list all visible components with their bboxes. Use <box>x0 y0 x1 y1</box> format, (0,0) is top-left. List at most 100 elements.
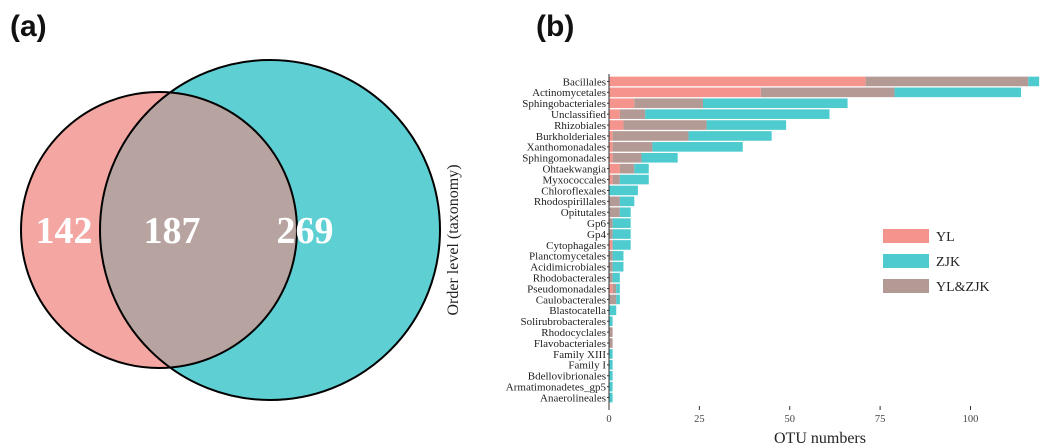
bar-pseudomonadales-yl <box>609 283 613 294</box>
venn-diagram: 142 187 269 <box>20 59 441 401</box>
bar-xanthomonadales-yl <box>609 142 613 152</box>
bar-myxococcales-yl-zjk <box>612 174 620 185</box>
panel-label-b: (b) <box>536 10 575 43</box>
bar-family-i-zjk <box>609 360 613 370</box>
bar-pseudomonadales-yl-zjk <box>612 283 617 294</box>
bar-unclassified-yl-zjk <box>619 109 646 119</box>
bar-solirubrobacterales-zjk <box>609 316 613 327</box>
category-label-rhodocyclales: Rhodocyclales <box>541 327 606 339</box>
category-label-myxococcales: Myxococcales <box>542 174 606 186</box>
category-label-xanthomonadales: Xanthomonadales <box>527 142 606 154</box>
bar-gp6-zjk <box>612 218 631 228</box>
y-axis-title: Order level (taxonomy) <box>445 164 462 315</box>
x-tick-label-50: 50 <box>784 414 795 425</box>
category-label-unclassified: Unclassified <box>551 109 606 121</box>
bar-pseudomonadales-zjk <box>616 283 620 294</box>
bar-sphingobacteriales-zjk <box>702 98 848 109</box>
bar-rhodobacterales-zjk <box>612 272 620 283</box>
bar-cytophagales-yl <box>609 240 613 250</box>
bar-rhodobacterales-yl-zjk <box>609 272 613 283</box>
bar-ohtaekwangia-yl <box>609 163 620 174</box>
bar-unclassified-yl <box>609 109 620 119</box>
category-label-gp4: Gp4 <box>587 229 606 241</box>
bar-myxococcales-zjk <box>619 174 649 185</box>
bar-flavobacteriales-yl-zjk <box>609 338 613 348</box>
category-label-rhodospirillales: Rhodospirillales <box>534 196 606 208</box>
venn-overlap-count: 187 <box>144 210 201 252</box>
category-label-bdellovibrionales: Bdellovibrionales <box>528 371 606 383</box>
bar-armatimonadetes-gp5-zjk <box>609 381 613 392</box>
x-tick-label-100: 100 <box>963 414 979 425</box>
category-label-armatimonadetes-gp5: Armatimonadetes_gp5 <box>506 381 607 393</box>
panel-label-a: (a) <box>10 10 47 43</box>
bar-ohtaekwangia-yl-zjk <box>619 163 635 174</box>
category-label-opitutales: Opitutales <box>561 207 606 219</box>
bar-gp6-yl-zjk <box>609 218 613 228</box>
venn-circle-yl-outline <box>20 91 298 369</box>
bar-opitutales-yl-zjk <box>609 207 620 218</box>
bar-burkholderiales-zjk <box>688 131 772 141</box>
category-label-cytophagales: Cytophagales <box>546 240 606 252</box>
bar-bacillales-zjk <box>1028 76 1040 87</box>
category-label-actinomycetales: Actinomycetales <box>532 87 606 99</box>
bar-rhizobiales-yl-zjk <box>623 120 707 130</box>
bar-rhodocyclales-yl-zjk <box>609 327 613 337</box>
bar-sphingomonadales-zjk <box>641 152 678 163</box>
bar-sphingomonadales-yl-zjk <box>612 152 642 163</box>
bar-unclassified-zjk <box>645 109 830 119</box>
legend-label-yl: YL <box>936 230 955 245</box>
x-tick-label-0: 0 <box>606 414 611 425</box>
bar-myxococcales-yl <box>609 174 613 185</box>
category-label-solirubrobacterales: Solirubrobacterales <box>520 316 606 328</box>
bar-planctomycetales-zjk <box>612 251 624 261</box>
x-axis-title: OTU numbers <box>774 430 866 446</box>
x-tick-label-75: 75 <box>875 414 886 425</box>
bar-gp4-zjk <box>612 229 631 239</box>
bar-chart: BacillalesActinomycetalesSphingobacteria… <box>445 74 1040 446</box>
bar-actinomycetales-zjk <box>894 87 1022 98</box>
venn-circle-zjk-outline <box>99 59 441 401</box>
bar-sphingomonadales-yl <box>609 152 613 163</box>
category-label-burkholderiales: Burkholderiales <box>536 131 606 143</box>
bar-actinomycetales-yl-zjk <box>760 87 895 98</box>
category-label-planctomycetales: Planctomycetales <box>529 251 606 263</box>
bar-chloroflexales-zjk <box>609 185 638 196</box>
legend-swatch-yl-zjk <box>883 279 929 293</box>
bar-actinomycetales-yl <box>609 87 761 98</box>
bar-ohtaekwangia-zjk <box>634 163 649 174</box>
category-label-ohtaekwangia: Ohtaekwangia <box>542 163 606 175</box>
category-label-rhodobacterales: Rhodobacterales <box>533 272 606 284</box>
category-label-pseudomonadales: Pseudomonadales <box>527 283 606 295</box>
bar-opitutales-zjk <box>619 207 631 218</box>
bar-xanthomonadales-yl-zjk <box>612 142 653 152</box>
venn-right-only-count: 269 <box>277 210 334 252</box>
category-label-family-i: Family I <box>568 360 606 372</box>
bar-bacillales-yl-zjk <box>865 76 1029 87</box>
bar-acidimicrobiales-yl-zjk <box>609 261 613 272</box>
bar-rhizobiales-yl <box>609 120 624 130</box>
bar-sphingobacteriales-yl <box>609 98 635 109</box>
bar-cytophagales-zjk <box>612 240 631 250</box>
category-label-caulobacterales: Caulobacterales <box>536 294 606 306</box>
bar-rhodospirillales-zjk <box>619 196 635 207</box>
category-label-flavobacteriales: Flavobacteriales <box>534 338 606 350</box>
bar-gp4-yl-zjk <box>609 229 613 239</box>
category-label-acidimicrobiales: Acidimicrobiales <box>530 262 606 274</box>
legend-label-zjk: ZJK <box>936 255 960 270</box>
bar-burkholderiales-yl-zjk <box>612 131 689 141</box>
venn-overlap-region <box>100 92 297 368</box>
category-labels: BacillalesActinomycetalesSphingobacteria… <box>506 76 609 404</box>
category-label-gp6: Gp6 <box>587 218 606 230</box>
bar-anaerolineales-zjk <box>609 392 613 403</box>
bar-caulobacterales-yl-zjk <box>609 294 617 305</box>
category-label-blastocatella: Blastocatella <box>549 305 606 317</box>
category-label-family-xiii: Family XIII <box>553 349 606 361</box>
bar-acidimicrobiales-zjk <box>612 261 624 272</box>
bar-bacillales-yl <box>609 76 866 87</box>
bar-sphingobacteriales-yl-zjk <box>634 98 703 109</box>
bar-bdellovibrionales-zjk <box>609 370 613 381</box>
legend-swatch-yl <box>883 229 929 243</box>
category-label-anaerolineales: Anaerolineales <box>540 392 606 404</box>
x-axis-ticks: 0 25 50 75 100 <box>606 406 978 425</box>
